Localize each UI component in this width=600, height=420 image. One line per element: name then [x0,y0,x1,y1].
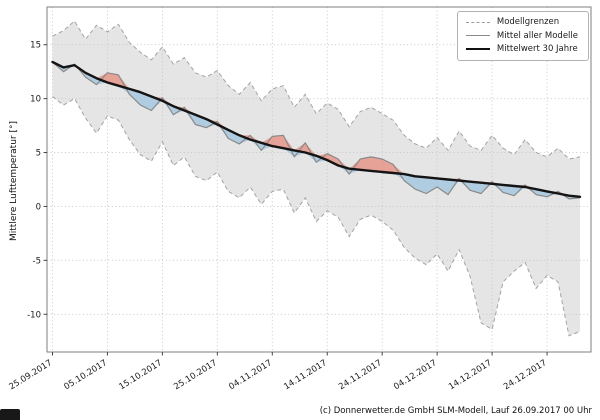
svg-text:05.10.2017: 05.10.2017 [62,358,109,392]
svg-text:10: 10 [30,95,41,105]
svg-text:15.10.2017: 15.10.2017 [117,358,164,392]
svg-text:04.11.2017: 04.11.2017 [227,358,274,392]
y-axis-label: Mittlere Lufttemperatur [°] [9,121,19,241]
svg-text:15: 15 [30,41,41,51]
svg-text:14.12.2017: 14.12.2017 [447,358,494,392]
dashed-line-swatch-icon [465,21,490,23]
svg-text:04.12.2017: 04.12.2017 [392,358,439,392]
svg-text:25.09.2017: 25.09.2017 [8,358,55,392]
svg-text:24.11.2017: 24.11.2017 [337,358,384,392]
svg-text:24.12.2017: 24.12.2017 [502,358,549,392]
legend-label: Mittel aller Modelle [496,30,578,41]
legend: Modellgrenzen Mittel aller Modelle Mitte… [456,11,589,61]
svg-text:-5: -5 [33,256,41,266]
legend-label: Modellgrenzen [496,17,560,27]
logo-fragment [0,409,20,420]
svg-text:5: 5 [36,149,41,159]
svg-text:25.10.2017: 25.10.2017 [172,358,219,392]
copyright-caption: (c) Donnerwetter.de GmbH SLM-Modell, Lau… [319,406,592,416]
legend-item-modellgrenzen: Modellgrenzen [465,17,578,27]
legend-item-mittel-aller-modelle: Mittel aller Modelle [465,30,578,41]
svg-text:-10: -10 [27,310,41,320]
svg-text:14.11.2017: 14.11.2017 [282,358,329,392]
legend-item-mittelwert-30-jahre: Mittelwert 30 Jahre [465,44,578,54]
legend-label: Mittelwert 30 Jahre [496,44,578,54]
gray-line-swatch-icon [465,35,490,37]
black-line-swatch-icon [465,48,490,51]
svg-text:0: 0 [36,202,41,212]
